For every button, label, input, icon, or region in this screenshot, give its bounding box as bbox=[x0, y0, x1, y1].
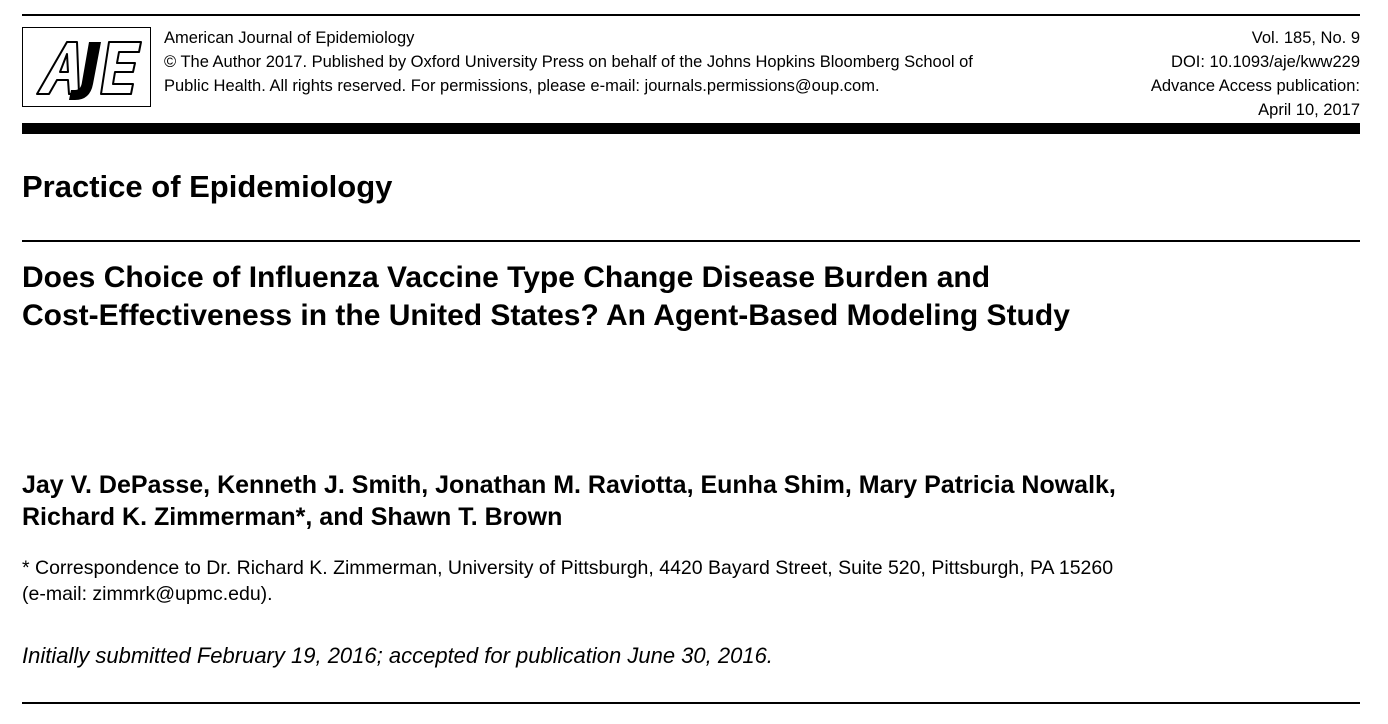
header-thick-rule bbox=[22, 123, 1360, 134]
correspondence-line-1: * Correspondence to Dr. Richard K. Zimme… bbox=[22, 557, 1114, 579]
copyright-line-1: © The Author 2017. Published by Oxford U… bbox=[164, 53, 973, 71]
article-title: Does Choice of Influenza Vaccine Type Ch… bbox=[22, 259, 1070, 335]
journal-name: American Journal of Epidemiology bbox=[164, 29, 415, 47]
aje-logo-icon bbox=[36, 41, 142, 100]
correspondence-note: * Correspondence to Dr. Richard K. Zimme… bbox=[22, 555, 1113, 607]
section-title: Practice of Epidemiology bbox=[22, 169, 393, 204]
advance-access-label: Advance Access publication: bbox=[1150, 77, 1360, 95]
article-title-line-2: Cost-Effectiveness in the United States?… bbox=[22, 299, 1070, 332]
publication-date: April 10, 2017 bbox=[1258, 101, 1360, 119]
author-list-line-2: Richard K. Zimmerman*, and Shawn T. Brow… bbox=[22, 503, 563, 531]
volume-issue: Vol. 185, No. 9 bbox=[1251, 29, 1360, 47]
bottom-rule bbox=[22, 702, 1360, 704]
copyright-line-2: Public Health. All rights reserved. For … bbox=[164, 77, 880, 95]
correspondence-line-2: (e-mail: zimmrk@upmc.edu). bbox=[22, 583, 273, 605]
journal-header-meta: Vol. 185, No. 9 DOI: 10.1093/aje/kww229 … bbox=[1151, 26, 1360, 122]
doi: DOI: 10.1093/aje/kww229 bbox=[1171, 53, 1360, 71]
submission-dates: Initially submitted February 19, 2016; a… bbox=[22, 643, 773, 668]
author-list: Jay V. DePasse, Kenneth J. Smith, Jonath… bbox=[22, 469, 1116, 533]
header-top-rule bbox=[22, 14, 1360, 16]
journal-header-info: American Journal of Epidemiology © The A… bbox=[164, 26, 973, 98]
aje-logo bbox=[22, 27, 151, 107]
section-divider bbox=[22, 240, 1360, 242]
author-list-line-1: Jay V. DePasse, Kenneth J. Smith, Jonath… bbox=[22, 471, 1116, 499]
article-title-line-1: Does Choice of Influenza Vaccine Type Ch… bbox=[22, 261, 991, 294]
